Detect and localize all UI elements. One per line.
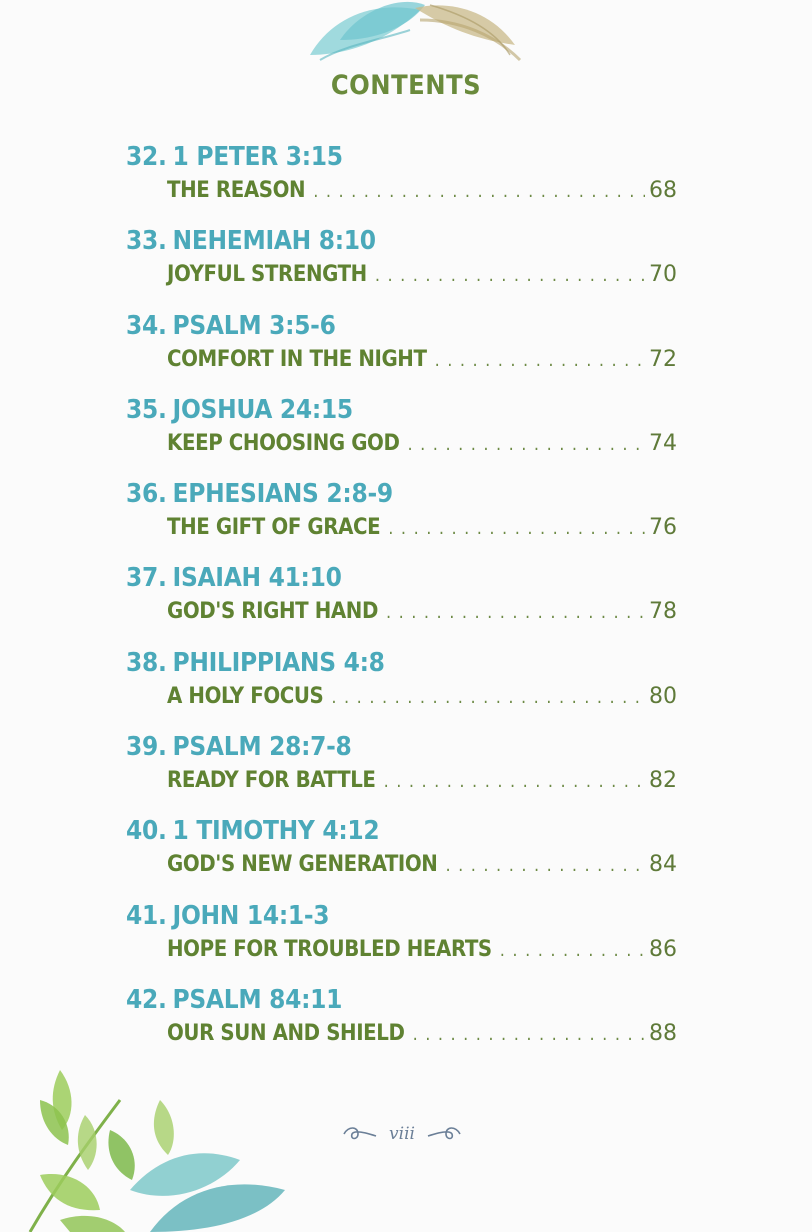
entry-reference: PSALM 3:5-6 [172, 310, 336, 341]
entry-subtitle: THE GIFT OF GRACE [167, 515, 381, 541]
entry-subtitle: HOPE FOR TROUBLED HEARTS [167, 936, 492, 962]
entry-number: 36. [126, 479, 167, 510]
entry-heading: 41. JOHN 14:1-3 [126, 900, 330, 931]
dot-leader: ........................................… [407, 433, 645, 455]
toc-entry[interactable]: 42. PSALM 84:11 OUR SUN AND SHIELD........… [0, 979, 812, 1063]
entry-subtitle: KEEP CHOOSING GOD [167, 430, 400, 456]
entry-heading: 38. PHILIPPIANS 4:8 [126, 648, 385, 678]
entry-subtitle: READY FOR BATTLE [167, 768, 376, 794]
bottom-leaf-decoration [28, 1070, 285, 1232]
entry-subtitle: OUR SUN AND SHIELD [167, 1020, 405, 1046]
entry-heading: 40. 1 TIMOTHY 4:12 [126, 816, 380, 847]
entry-heading: 37. ISAIAH 41:10 [126, 563, 342, 593]
entry-line: JOYFUL STRENGTH.........................… [167, 262, 677, 287]
entry-heading: 33. NEHEMIAH 8:10 [126, 226, 376, 256]
entry-heading: 32. 1 PETER 3:15 [126, 142, 343, 172]
flourish-icon [343, 1127, 461, 1140]
toc-entry[interactable]: 32. 1 PETER 3:15 THE REASON...............… [0, 136, 812, 220]
toc-entry[interactable]: 36. EPHESIANS 2:8-9 THE GIFT OF GRACE.....… [0, 473, 812, 557]
entry-page-number: 88 [649, 1020, 677, 1046]
entry-reference: NEHEMIAH 8:10 [172, 226, 377, 257]
dot-leader: ........................................… [434, 349, 645, 371]
entry-page-number: 84 [649, 852, 677, 878]
entry-subtitle: GOD'S NEW GENERATION [167, 852, 438, 878]
toc-entry[interactable]: 35. JOSHUA 24:15 KEEP CHOOSING GOD........… [0, 389, 812, 473]
entry-reference: PSALM 84:11 [172, 984, 343, 1015]
entry-line: COMFORT IN THE NIGHT....................… [167, 347, 677, 372]
entry-number: 40. [126, 816, 167, 847]
entry-page-number: 78 [649, 599, 677, 625]
entry-page-number: 68 [649, 178, 677, 203]
entry-heading: 35. JOSHUA 24:15 [126, 395, 353, 425]
top-leaf-decoration [310, 1, 522, 62]
entry-reference: 1 TIMOTHY 4:12 [172, 816, 380, 847]
entry-number: 32. [126, 142, 167, 172]
entry-page-number: 76 [649, 515, 677, 541]
entry-reference: EPHESIANS 2:8-9 [172, 479, 394, 510]
entry-number: 41. [126, 900, 167, 931]
toc-entry[interactable]: 38. PHILIPPIANS 4:8 A HOLY FOCUS..........… [0, 642, 812, 726]
toc-entry[interactable]: 39. PSALM 28:7-8 READY FOR BATTLE.........… [0, 726, 812, 810]
toc-entry[interactable]: 33. NEHEMIAH 8:10 JOYFUL STRENGTH.........… [0, 220, 812, 304]
entry-line: OUR SUN AND SHIELD......................… [167, 1021, 677, 1046]
dot-leader: ........................................… [313, 181, 645, 202]
toc-entry[interactable]: 41. JOHN 14:1-3 HOPE FOR TROUBLED HEARTS..… [0, 895, 812, 979]
table-of-contents: 32. 1 PETER 3:15 THE REASON...............… [0, 136, 812, 1063]
toc-entry[interactable]: 37. ISAIAH 41:10 GOD'S RIGHT HAND.........… [0, 557, 812, 641]
dot-leader: ........................................… [388, 518, 645, 540]
entry-heading: 39. PSALM 28:7-8 [126, 732, 352, 762]
entry-line: THE GIFT OF GRACE.......................… [167, 515, 677, 540]
entry-line: GOD'S RIGHT HAND........................… [167, 599, 677, 624]
entry-number: 35. [126, 394, 167, 425]
page-title: CONTENTS [330, 70, 482, 101]
entry-page-number: 80 [649, 683, 677, 709]
entry-reference: JOSHUA 24:15 [172, 394, 354, 425]
dot-leader: ........................................… [383, 771, 645, 793]
entry-number: 37. [126, 563, 167, 594]
toc-entry[interactable]: 34. PSALM 3:5-6 COMFORT IN THE NIGHT......… [0, 305, 812, 389]
entry-subtitle: COMFORT IN THE NIGHT [167, 346, 427, 372]
entry-subtitle: A HOLY FOCUS [167, 683, 324, 709]
entry-subtitle: JOYFUL STRENGTH [167, 262, 367, 288]
dot-leader: ........................................… [331, 686, 645, 708]
dot-leader: ........................................… [385, 602, 645, 624]
entry-heading: 36. EPHESIANS 2:8-9 [126, 479, 393, 509]
entry-page-number: 72 [649, 346, 677, 372]
entry-line: KEEP CHOOSING GOD.......................… [167, 431, 677, 456]
entry-reference: ISAIAH 41:10 [172, 563, 342, 594]
entry-reference: 1 PETER 3:15 [172, 142, 344, 172]
entry-page-number: 86 [649, 936, 677, 962]
dot-leader: ........................................… [445, 855, 645, 877]
entry-page-number: 70 [649, 262, 677, 288]
entry-page-number: 74 [649, 430, 677, 456]
entry-heading: 34. PSALM 3:5-6 [126, 311, 336, 341]
entry-page-number: 82 [649, 768, 677, 794]
page-number: viii [389, 1124, 415, 1144]
dot-leader: ........................................… [412, 1023, 645, 1045]
entry-line: HOPE FOR TROUBLED HEARTS................… [167, 937, 677, 962]
entry-number: 34. [126, 310, 167, 341]
page-footer: viii [340, 1120, 464, 1148]
entry-line: A HOLY FOCUS............................… [167, 684, 677, 709]
entry-reference: PHILIPPIANS 4:8 [172, 647, 385, 678]
toc-entry[interactable]: 40. 1 TIMOTHY 4:12 GOD'S NEW GENERATION...… [0, 810, 812, 894]
dot-leader: ........................................… [499, 939, 645, 961]
entry-line: READY FOR BATTLE........................… [167, 768, 677, 793]
entry-reference: JOHN 14:1-3 [172, 900, 330, 931]
entry-reference: PSALM 28:7-8 [172, 732, 352, 763]
entry-line: GOD'S NEW GENERATION....................… [167, 852, 677, 877]
entry-subtitle: GOD'S RIGHT HAND [167, 599, 378, 625]
entry-number: 33. [126, 226, 167, 257]
entry-number: 39. [126, 732, 167, 763]
entry-heading: 42. PSALM 84:11 [126, 985, 342, 1015]
entry-number: 38. [126, 647, 167, 678]
entry-subtitle: THE REASON [167, 178, 306, 203]
dot-leader: ........................................… [374, 265, 645, 287]
entry-line: THE REASON..............................… [167, 178, 677, 203]
entry-number: 42. [126, 984, 167, 1015]
